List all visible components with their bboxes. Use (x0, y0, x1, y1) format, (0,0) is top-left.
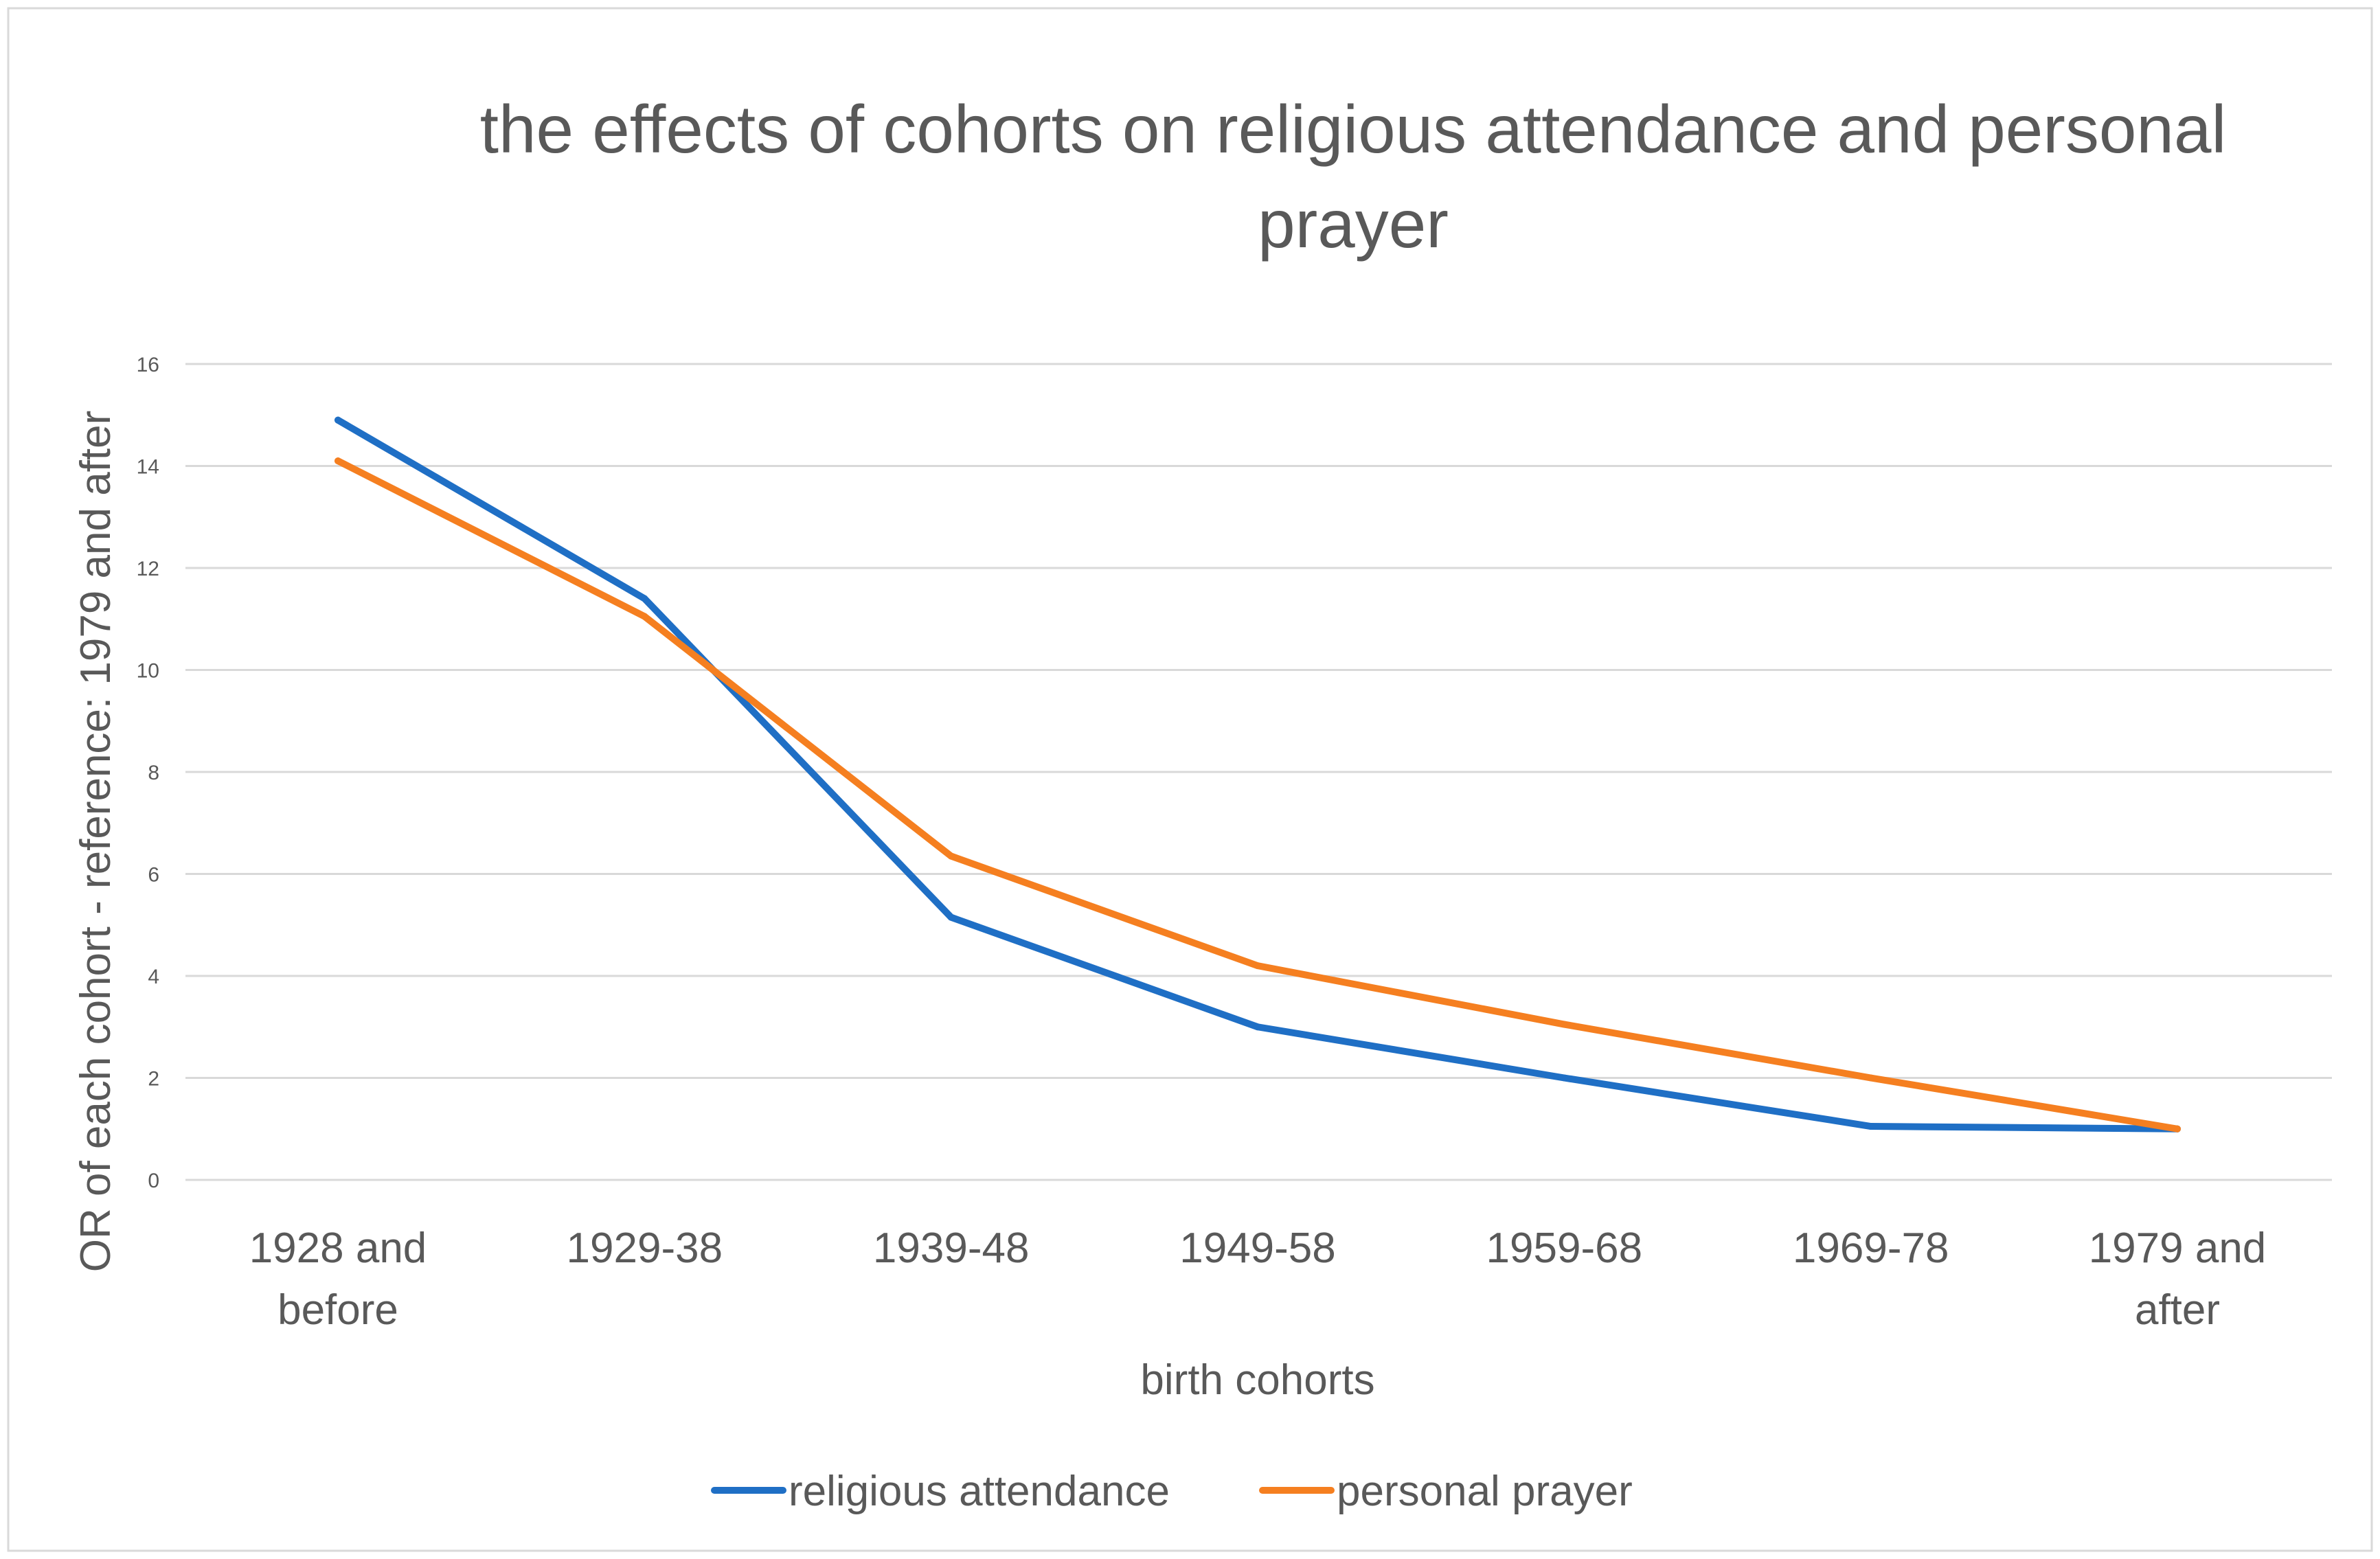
data-point (1867, 1123, 1874, 1130)
series-lines (335, 416, 2181, 1133)
x-tick-label-line: 1979 and (2089, 1225, 2267, 1272)
data-point (641, 613, 648, 620)
legend: religious attendance personal prayer (711, 1468, 1633, 1515)
x-tick-label: 1929-38 (567, 1225, 723, 1272)
y-tick-label: 6 (148, 864, 159, 887)
data-point (1561, 1074, 1568, 1082)
data-point (947, 852, 955, 860)
legend-label: personal prayer (1337, 1468, 1633, 1515)
data-point (1254, 962, 1261, 970)
y-tick-label: 8 (148, 762, 159, 784)
x-tick-label: 1959-68 (1486, 1225, 1643, 1272)
x-tick-label-line: before (277, 1286, 398, 1334)
chart-border (7, 7, 2373, 1552)
data-point (2174, 1125, 2181, 1133)
y-tick-label: 2 (148, 1068, 159, 1091)
x-tick-label: 1939-48 (873, 1225, 1030, 1272)
y-tick-label: 12 (137, 558, 159, 580)
y-tick-label: 0 (148, 1170, 159, 1192)
y-tick-label: 4 (148, 966, 159, 988)
y-tick-label: 16 (137, 354, 159, 376)
x-tick-label-line: 1959-68 (1486, 1225, 1643, 1272)
x-tick-label-line: 1949-58 (1179, 1225, 1336, 1272)
legend-label: religious attendance (789, 1468, 1170, 1515)
data-point (1254, 1023, 1261, 1031)
x-tick-label-line: 1939-48 (873, 1225, 1030, 1272)
data-point (335, 457, 341, 465)
data-point (641, 595, 648, 602)
x-tick-label-line: 1929-38 (567, 1225, 723, 1272)
x-tick-label-line: 1928 and (249, 1225, 427, 1272)
data-point (335, 416, 341, 424)
data-point (947, 913, 955, 921)
data-point (1867, 1074, 1874, 1082)
x-tick-label: 1949-58 (1179, 1225, 1336, 1272)
x-tick-label-line: after (2135, 1286, 2220, 1334)
x-axis-title: birth cohorts (1140, 1356, 1374, 1404)
x-tick-label-line: 1969-78 (1793, 1225, 1949, 1272)
gridlines (185, 363, 2332, 1181)
chart-title-line-2: prayer (1258, 186, 1449, 262)
y-tick-label: 14 (137, 456, 159, 479)
data-point (1561, 1021, 1568, 1028)
x-tick-label: 1928 and before (249, 1225, 427, 1334)
y-tick-label: 10 (137, 660, 159, 683)
x-axis-tick-labels: 1928 and before 1929-38 1939-48 1949-58 1959-… (249, 1225, 2267, 1334)
x-tick-label: 1969-78 (1793, 1225, 1949, 1272)
y-axis-title: OR of each cohort - reference: 1979 and … (72, 411, 120, 1273)
x-tick-label: 1979 and after (2089, 1225, 2267, 1334)
y-axis-tick-labels: 0 2 4 6 8 10 12 14 16 (137, 354, 159, 1192)
chart-title-line-1: the effects of cohorts on religious atte… (480, 91, 2226, 167)
